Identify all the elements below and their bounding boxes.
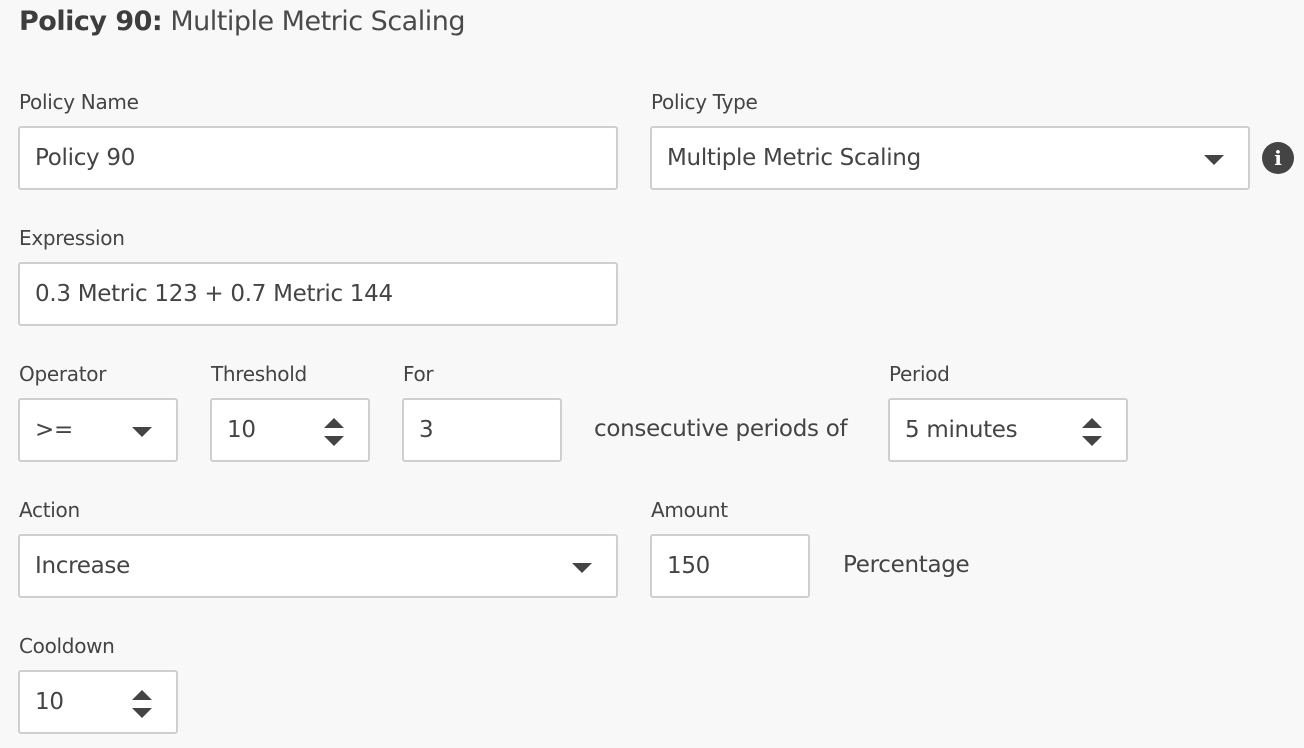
expression-input[interactable]: 0.3 Metric 123 + 0.7 Metric 144 [18,262,618,326]
amount-input[interactable]: 150 [650,534,810,598]
policy-name-label: Policy Name [19,90,139,114]
title-prefix: Policy 90: [19,6,163,37]
action-select[interactable]: Increase [18,534,618,598]
action-label: Action [19,498,80,522]
period-stepper[interactable]: 5 minutes [888,398,1128,462]
amount-unit: Percentage [843,552,970,578]
operator-select[interactable]: >= [18,398,178,462]
cooldown-label: Cooldown [19,634,115,658]
policy-type-value: Multiple Metric Scaling [667,145,921,171]
chevron-down-icon [572,563,592,573]
cooldown-stepper[interactable]: 10 [18,670,178,734]
expression-value: 0.3 Metric 123 + 0.7 Metric 144 [35,281,393,307]
cooldown-value: 10 [35,689,64,715]
policy-type-select[interactable]: Multiple Metric Scaling [650,126,1250,190]
page-title: Policy 90: Multiple Metric Scaling [19,6,465,37]
spinner-icon[interactable] [132,690,152,718]
amount-label: Amount [651,498,728,522]
spinner-icon[interactable] [1082,418,1102,446]
expression-label: Expression [19,226,125,250]
threshold-label: Threshold [211,362,307,386]
operator-value: >= [35,417,73,443]
chevron-down-icon [1204,155,1224,165]
threshold-stepper[interactable]: 10 [210,398,370,462]
policy-name-value: Policy 90 [35,145,136,171]
consecutive-periods-text: consecutive periods of [594,416,848,442]
period-value: 5 minutes [905,417,1018,443]
info-icon[interactable]: i [1262,142,1294,174]
action-value: Increase [35,553,130,579]
threshold-value: 10 [227,417,256,443]
operator-label: Operator [19,362,107,386]
amount-value: 150 [667,553,710,579]
for-label: For [403,362,434,386]
for-input[interactable]: 3 [402,398,562,462]
policy-type-label: Policy Type [651,90,758,114]
for-value: 3 [419,417,434,443]
chevron-down-icon [132,427,152,437]
policy-name-input[interactable]: Policy 90 [18,126,618,190]
period-label: Period [889,362,950,386]
spinner-icon[interactable] [324,418,344,446]
title-name: Multiple Metric Scaling [170,6,465,37]
